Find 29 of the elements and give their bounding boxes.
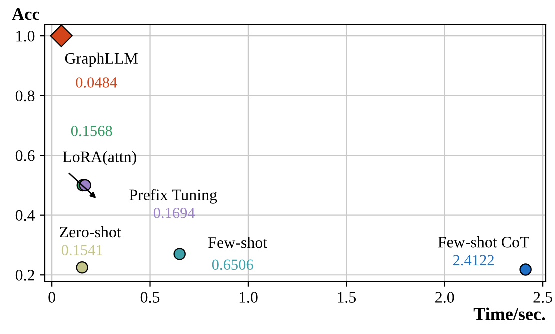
series-label: Few-shot CoT	[438, 236, 530, 248]
y-tick-label: 0.6	[16, 150, 35, 162]
point	[76, 262, 88, 274]
x-tick-label: 0	[48, 292, 56, 303]
y-tick-label: 1.0	[16, 30, 35, 42]
x-tick-label: 2.0	[436, 292, 454, 304]
point	[50, 25, 73, 48]
annotation: 2.4122	[453, 255, 494, 266]
series-label: Few-shot	[208, 236, 268, 248]
annotation: 0.1568	[71, 126, 112, 136]
series-label: LoRA(attn)	[63, 151, 136, 166]
x-tick-label: 0.5	[140, 292, 160, 304]
x-tick-label: 1.0	[240, 292, 258, 304]
point	[174, 248, 186, 260]
annotation: 0.0484	[76, 78, 118, 88]
annotation: 0.6506	[212, 260, 254, 270]
annotation: 0.1694	[154, 208, 196, 218]
series-label: Zero-shot	[60, 226, 122, 238]
x-axis-title: Time/sec.	[474, 308, 546, 320]
x-tick-label: 1.5	[338, 292, 356, 304]
y-tick-label: 0.8	[16, 90, 35, 102]
series-label: GraphLLM	[65, 52, 138, 68]
point	[520, 264, 532, 276]
text: Prefix Tuning	[130, 189, 218, 204]
y-tick-label: 0.2	[16, 270, 34, 281]
y-axis-title: Acc	[12, 8, 40, 20]
x-tick-label: 2.5	[534, 292, 552, 304]
y-tick-label: 0.4	[16, 210, 36, 222]
annotation: 0.1541	[62, 245, 102, 256]
